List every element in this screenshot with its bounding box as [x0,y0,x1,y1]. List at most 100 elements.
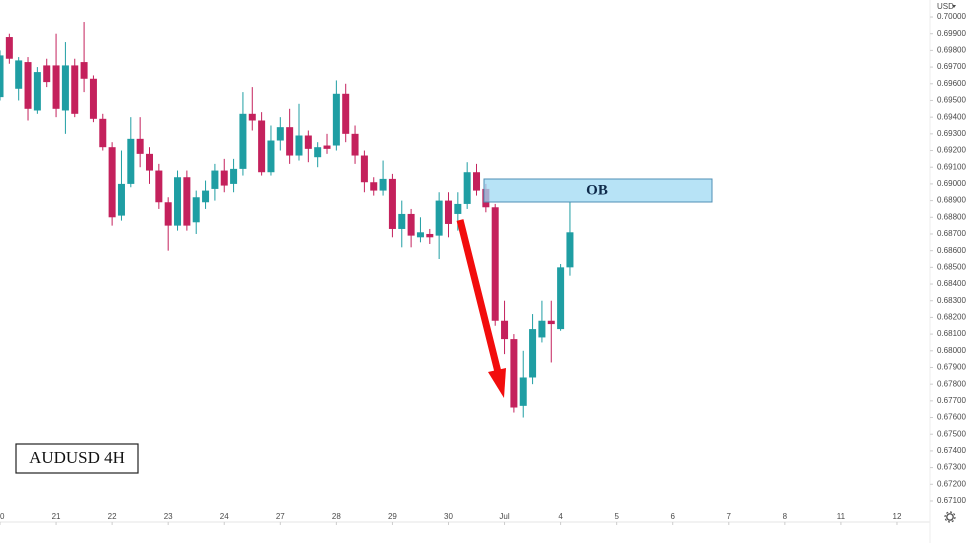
settings-icon[interactable] [944,511,956,523]
candle-body [276,127,284,141]
candle-body [183,177,191,226]
candle-body [538,320,546,338]
candle-body [473,172,481,191]
y-tick-label: 0.68600 [937,246,966,255]
candle-body [416,232,424,238]
symbol-box [15,443,139,474]
candle-body [24,62,32,109]
x-tick-label: 5 [614,512,619,521]
y-tick-label: 0.67500 [937,429,966,438]
candle-body [61,65,69,111]
overlays: OB AUDUSD 4H [15,178,713,474]
y-tick-label: 0.69600 [937,79,966,88]
x-tick-label: 4 [558,512,563,521]
candle-body [127,138,135,184]
y-tick-label: 0.70000 [937,12,966,21]
order-block-zone [483,178,713,203]
candle-body [89,78,97,119]
candle-body [258,120,266,173]
candle-body [230,168,238,184]
candle-body [15,60,23,89]
x-tick-label: 20 [0,512,5,521]
candle-body [304,135,312,149]
arrow-shaft [456,219,502,373]
y-tick-label: 0.69200 [937,146,966,155]
x-tick-label: 22 [108,512,117,521]
candle-body [547,320,555,325]
x-tick-label: 28 [332,512,341,521]
y-tick-label: 0.67900 [937,363,966,372]
candle-body [557,267,565,330]
y-tick-label: 0.68500 [937,262,966,271]
candle-body [43,65,51,83]
y-tick-label: 0.69400 [937,112,966,121]
y-tick-label: 0.68400 [937,279,966,288]
candle-body [136,138,144,154]
candle-body [398,213,406,229]
x-tick-label: 29 [388,512,397,521]
y-tick-label: 0.68700 [937,229,966,238]
candle-body [0,55,4,98]
x-tick-label: 8 [783,512,788,521]
candle-body [80,62,88,79]
candle-body [491,207,499,321]
candle-body [351,133,359,156]
candle-body [519,377,527,406]
y-tick-label: 0.69700 [937,62,966,71]
candle-body [155,170,163,203]
candle-body [211,170,219,189]
candle-body [426,233,434,238]
candle-body [501,320,509,340]
x-tick-label: 24 [220,512,229,521]
candles [0,22,574,418]
y-tick-label: 0.68900 [937,196,966,205]
candle-body [463,172,471,204]
y-tick-label: 0.67300 [937,463,966,472]
candle-body [379,178,387,191]
candle-body [529,329,537,378]
candle-body [388,178,396,229]
y-tick-label: 0.68000 [937,346,966,355]
x-tick-label: 30 [444,512,453,521]
x-tick-label: 27 [276,512,285,521]
y-tick-label: 0.68200 [937,313,966,322]
y-tick-label: 0.69300 [937,129,966,138]
candle-body [248,113,256,121]
y-tick-label: 0.67600 [937,413,966,422]
candle-body [286,127,294,156]
x-tick-label: 23 [164,512,173,521]
candle-body [444,200,452,224]
candle-body [108,147,116,218]
candle-body [117,183,125,216]
candle-body [220,170,228,186]
candle-body [566,232,574,268]
candle-body [332,93,340,146]
x-tick-label: 11 [837,512,846,521]
y-tick-label: 0.67700 [937,396,966,405]
currency-label: USD [937,2,954,11]
zone-label: OB [586,182,608,198]
candle-body [145,153,153,171]
candle-body [360,155,368,183]
symbol-label: AUDUSD 4H [29,448,125,467]
candle-body [323,145,331,149]
candle-body [342,93,350,134]
y-tick-label: 0.69900 [937,29,966,38]
y-tick-label: 0.68100 [937,329,966,338]
candle-body [52,65,60,109]
candle-body [71,65,79,114]
y-tick-label: 0.69100 [937,162,966,171]
candle-body [5,37,13,59]
axes: 0.70000 0.69900 0.69800 0.69700 0.69600 0.695… [0,12,966,525]
x-tick-label: 6 [671,512,676,521]
candle-body [174,177,182,226]
candle-body [370,182,378,191]
candle-body [295,135,303,156]
y-tick-label: 0.67100 [937,496,966,505]
candle-body [314,147,322,158]
y-tick-label: 0.67800 [937,379,966,388]
y-tick-label: 0.69000 [937,179,966,188]
currency-dropdown-icon[interactable] [952,5,956,8]
